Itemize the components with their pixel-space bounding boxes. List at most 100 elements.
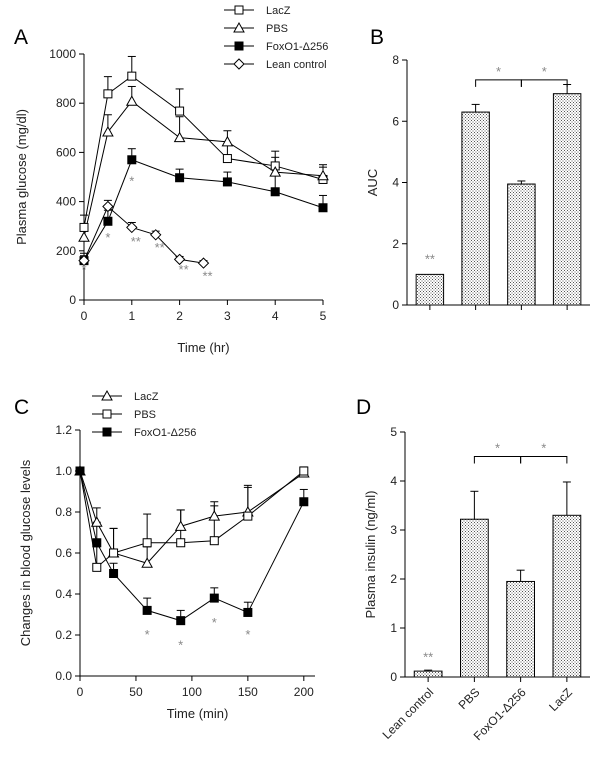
- panel-c-point-foxo1-delta256: [299, 497, 309, 507]
- panel-a-x-axis-label: Time (hr): [177, 340, 229, 355]
- panel-d-y-tick-label: 2: [390, 572, 397, 586]
- panel-c-legend-marker-lacz: [101, 389, 113, 401]
- panel-d-significance-bracket: [473, 456, 522, 464]
- panel-a-point-pbs: [221, 135, 234, 147]
- panel-a-legend-marker-foxo1-delta256: [234, 41, 244, 51]
- panel-a-series-line-lacz: [83, 75, 324, 228]
- panel-c-point-pbs: [109, 548, 119, 558]
- panel-b-bar-lean-control: [415, 273, 445, 306]
- panel-d-y-tick-label: 1: [390, 621, 397, 635]
- panel-a-point-lacz: [222, 154, 232, 164]
- panel-a-legend-label-pbs: PBS: [266, 23, 288, 35]
- panel-a-chart: 0 200 400 600 800 1000 0 1 2 3 4 5 Time (hr) Plasma g…: [14, 5, 329, 355]
- panel-b-bar-lacz: [552, 93, 582, 306]
- panel-a-x-tick-label: 0: [81, 309, 88, 323]
- panel-d-bar-lacz: [552, 514, 582, 678]
- panel-a-y-tick-label: 0: [69, 293, 76, 307]
- panel-c-significance-label: *: [178, 637, 183, 652]
- panel-c-point-lacz: [90, 516, 103, 527]
- panel-a-significance-label: *: [129, 174, 134, 189]
- panel-b-bar-pbs: [461, 111, 490, 306]
- panel-letter-c: C: [14, 396, 29, 419]
- panel-d-bar-pbs: [460, 518, 489, 678]
- panel-c-x-tick-label: 0: [77, 685, 84, 699]
- panel-d-significance-label: *: [495, 441, 500, 456]
- panel-d-significance-label: **: [423, 649, 433, 664]
- panel-c-point-pbs: [243, 511, 253, 521]
- panel-a-significance-label: *: [81, 262, 86, 277]
- panel-c-y-tick-label: 0.4: [55, 587, 72, 601]
- panel-c-point-pbs: [299, 466, 309, 476]
- panel-a-significance-label: **: [155, 240, 165, 255]
- panel-a-point-lacz: [103, 89, 113, 99]
- panel-a-point-lacz: [175, 106, 185, 116]
- panel-c-legend-label-foxo1-delta256: FoxO1-Δ256: [134, 427, 196, 439]
- panel-b-significance-label: *: [542, 64, 547, 79]
- panel-a-point-lean-control: [173, 253, 186, 266]
- panel-a-x-tick-label: 5: [320, 309, 327, 323]
- panel-c-y-tick-label: 0.6: [55, 546, 72, 560]
- panel-a-y-tick-label: 800: [56, 96, 76, 110]
- panel-b-y-tick-label: 0: [392, 298, 399, 312]
- panel-c-y-tick-label: 0.0: [55, 669, 72, 683]
- panel-b-significance-label: *: [496, 64, 501, 79]
- panel-c-y-tick-label: 1.2: [55, 423, 72, 437]
- panel-c-point-foxo1-delta256: [176, 616, 186, 626]
- panel-b-y-tick-label: 4: [392, 176, 399, 190]
- panel-a-legend-marker-pbs: [233, 21, 245, 33]
- panel-a-point-foxo1-delta256: [175, 173, 185, 183]
- panel-c-y-tick-label: 1.0: [55, 464, 72, 478]
- panel-c-point-pbs: [142, 538, 152, 548]
- panel-c-point-pbs: [209, 536, 219, 546]
- panel-c-significance-label: *: [245, 627, 250, 642]
- panel-a-x-tick-label: 2: [176, 309, 183, 323]
- panel-d-significance-label: *: [541, 441, 546, 456]
- panel-b-bar-foxo1-delta256: [507, 183, 536, 306]
- panel-d-category-label-lean-control: Lean control: [380, 685, 437, 742]
- panel-c-legend-marker-pbs: [102, 409, 112, 419]
- panel-a-legend-marker-lean-control: [233, 58, 245, 70]
- panel-c-point-lacz: [141, 557, 153, 568]
- panel-a-significance-label: *: [105, 230, 110, 245]
- panel-b-y-tick-label: 6: [392, 114, 399, 128]
- panel-d-category-label-pbs: PBS: [456, 685, 483, 712]
- panel-a-point-foxo1-delta256: [270, 187, 280, 197]
- panel-a-point-foxo1-delta256: [103, 216, 113, 226]
- panel-c-point-foxo1-delta256: [209, 593, 219, 603]
- panel-c-point-lacz: [174, 520, 187, 531]
- panel-a-point-lacz: [127, 71, 137, 81]
- panel-c-legend-label-lacz: LacZ: [134, 391, 159, 403]
- panel-a-significance-label: **: [179, 262, 189, 277]
- panel-b-significance-label: **: [425, 252, 435, 267]
- panel-b-significance-bracket: [520, 79, 568, 87]
- panel-d-y-axis-label: Plasma insulin (ng/ml): [363, 491, 378, 619]
- panel-c-legend-label-pbs: PBS: [134, 409, 156, 421]
- panel-a-y-axis-label: Plasma glucose (mg/dl): [14, 109, 29, 245]
- panel-a-point-pbs: [102, 125, 114, 137]
- panel-a-y-tick-label: 600: [56, 145, 76, 159]
- panel-a-point-lean-control: [126, 221, 138, 234]
- panel-a-legend-label-lacz: LacZ: [266, 5, 291, 17]
- panel-a-y-tick-label: 1000: [49, 47, 76, 61]
- panel-c-point-lacz: [208, 510, 221, 521]
- panel-a-point-lacz: [79, 222, 89, 232]
- panel-c-point-pbs: [92, 562, 102, 572]
- panel-c-x-tick-label: 200: [294, 685, 314, 699]
- panel-a-point-pbs: [78, 231, 90, 242]
- panel-c-chart: 0.0 0.2 0.4 0.6 0.8 1.0 1.2 0 50 100 150 200 Time (m…: [18, 389, 315, 721]
- panel-a-point-foxo1-delta256: [127, 155, 137, 165]
- panel-a-point-pbs: [173, 131, 186, 143]
- panel-d-y-tick-label: 4: [390, 474, 397, 488]
- panel-c-series-line-lacz: [79, 470, 305, 564]
- panel-a-point-foxo1-delta256: [318, 203, 328, 213]
- panel-c-x-tick-label: 150: [238, 685, 258, 699]
- panel-a-point-lean-control: [149, 229, 162, 241]
- panel-a-point-pbs: [269, 166, 282, 177]
- panel-c-significance-label: *: [145, 627, 150, 642]
- panel-a-significance-label: **: [202, 268, 212, 283]
- panel-a-point-lean-control: [102, 200, 114, 213]
- panel-d-bar-foxo1-delta256: [506, 580, 535, 678]
- panel-b-y-tick-label: 2: [392, 237, 399, 251]
- panel-a-x-tick-label: 1: [128, 309, 135, 323]
